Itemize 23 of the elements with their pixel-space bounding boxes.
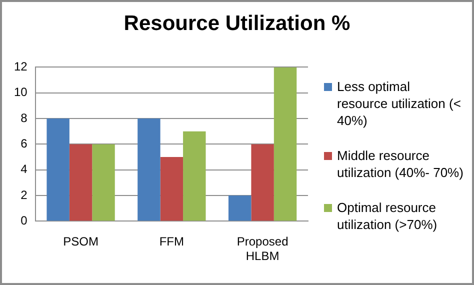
- bar: [251, 144, 274, 221]
- bar: [274, 67, 297, 221]
- bar: [228, 196, 252, 221]
- bar: [138, 118, 160, 221]
- y-tick-label: 0: [20, 214, 28, 228]
- legend-label: Middle resource utilization (40%- 70%): [337, 147, 464, 181]
- x-tick-label: Proposed HLBM: [236, 234, 288, 264]
- y-tick-label: 2: [20, 188, 28, 202]
- x-tick-label: PSOM: [63, 234, 98, 249]
- y-tick-label: 6: [20, 136, 28, 151]
- bar: [183, 131, 206, 221]
- legend-label: Less optimal resource utilization (< 40%): [337, 78, 462, 129]
- y-tick-label: 4: [20, 162, 28, 176]
- y-tick-label: 12: [14, 60, 28, 74]
- legend-label: Optimal resource utilization (>70%): [337, 199, 438, 233]
- bar: [69, 144, 92, 221]
- chart-title: Resource Utilization %: [122, 12, 352, 36]
- bar: [46, 118, 70, 221]
- bar: [160, 157, 184, 221]
- x-tick-label: FFM: [159, 234, 184, 249]
- bar: [92, 144, 115, 221]
- y-tick-label: 8: [20, 110, 28, 125]
- y-tick-label: 10: [14, 85, 28, 100]
